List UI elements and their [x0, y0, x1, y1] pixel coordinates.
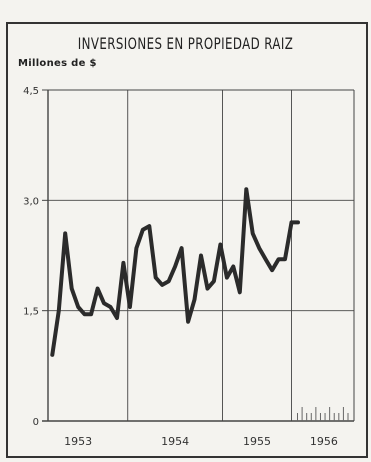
data-point	[218, 243, 222, 246]
data-point	[70, 287, 74, 290]
x-tick-label: 1956	[310, 435, 338, 448]
data-point	[251, 232, 255, 235]
chart-title: INVERSIONES EN PROPIEDAD RAIZ	[77, 34, 294, 53]
y-tick-label: 1,5	[23, 307, 39, 318]
data-point	[199, 254, 203, 257]
x-tick-label: 1955	[243, 435, 271, 448]
data-point	[147, 224, 151, 228]
x-tick-label: 1954	[161, 435, 189, 448]
data-point	[141, 228, 145, 232]
data-point	[160, 283, 164, 287]
data-point	[83, 312, 87, 316]
y-axis-label: Millones de $	[18, 58, 97, 69]
data-point	[89, 312, 93, 316]
data-point	[264, 257, 268, 261]
data-point	[128, 305, 132, 309]
data-point	[238, 290, 242, 294]
data-point	[186, 320, 190, 324]
data-point	[277, 257, 280, 261]
data-point	[154, 276, 158, 279]
x-tick-label: 1953	[64, 435, 92, 448]
data-point	[283, 257, 287, 261]
data-point	[76, 305, 80, 309]
data-point	[173, 265, 177, 268]
data-point	[134, 246, 138, 250]
chart-frame	[6, 22, 368, 458]
data-point	[109, 305, 112, 309]
data-point	[206, 287, 209, 290]
data-point	[270, 268, 274, 272]
data-point	[96, 287, 99, 290]
data-point	[63, 232, 67, 235]
data-point	[115, 316, 119, 320]
y-tick-label: 4,5	[23, 86, 39, 97]
data-point	[296, 221, 300, 224]
series-line	[50, 187, 300, 357]
data-point	[167, 279, 171, 283]
y-tick-label: 3,0	[23, 196, 39, 207]
data-point	[122, 261, 125, 265]
data-point	[193, 298, 196, 302]
y-tick-label: 0	[33, 417, 39, 428]
data-point	[231, 265, 235, 268]
data-point	[102, 301, 106, 305]
data-point	[180, 246, 184, 250]
data-point	[225, 276, 229, 279]
data-point	[244, 187, 248, 191]
data-point	[50, 353, 54, 357]
data-point	[212, 279, 216, 283]
data-point	[290, 221, 293, 224]
data-point	[257, 246, 261, 250]
data-point	[57, 309, 61, 313]
